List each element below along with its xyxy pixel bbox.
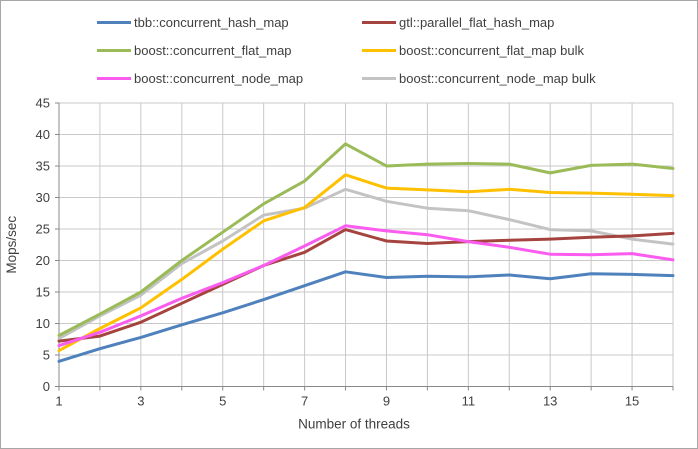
legend-item-gtl-parallel-flat-hash-map[interactable]: gtl::parallel_flat_hash_map bbox=[362, 14, 554, 30]
legend-label: boost::concurrent_node_map bbox=[134, 70, 304, 86]
svg-text:9: 9 bbox=[383, 394, 390, 409]
svg-text:30: 30 bbox=[36, 190, 50, 205]
svg-text:1: 1 bbox=[55, 394, 62, 409]
svg-text:25: 25 bbox=[36, 222, 50, 237]
legend-line-swatch bbox=[97, 48, 131, 52]
svg-text:3: 3 bbox=[137, 394, 144, 409]
svg-text:15: 15 bbox=[625, 394, 639, 409]
legend-item-boost-concurrent-flat-map[interactable]: boost::concurrent_flat_map bbox=[97, 42, 292, 58]
legend-line-swatch bbox=[97, 20, 131, 24]
legend-item-boost-concurrent-node-map[interactable]: boost::concurrent_node_map bbox=[97, 70, 303, 86]
svg-text:Mops/sec: Mops/sec bbox=[4, 216, 19, 274]
legend-item-boost-concurrent-flat-map-bulk[interactable]: boost::concurrent_flat_map bulk bbox=[362, 42, 584, 58]
svg-text:10: 10 bbox=[36, 316, 50, 331]
legend-item-boost-concurrent-node-map-bulk[interactable]: boost::concurrent_node_map bulk bbox=[362, 70, 596, 86]
svg-text:13: 13 bbox=[543, 394, 557, 409]
svg-text:5: 5 bbox=[219, 394, 226, 409]
svg-text:15: 15 bbox=[36, 285, 50, 300]
svg-text:0: 0 bbox=[43, 379, 50, 394]
legend-line-swatch bbox=[362, 20, 396, 24]
svg-text:20: 20 bbox=[36, 253, 50, 268]
svg-text:7: 7 bbox=[301, 394, 308, 409]
svg-text:Number of threads: Number of threads bbox=[298, 417, 410, 432]
legend-item-tbb-concurrent-hash-map[interactable]: tbb::concurrent_hash_map bbox=[97, 14, 289, 30]
legend-line-swatch bbox=[97, 76, 131, 80]
legend-label: boost::concurrent_flat_map bulk bbox=[399, 42, 584, 58]
legend-line-swatch bbox=[362, 48, 396, 52]
svg-text:45: 45 bbox=[36, 96, 50, 111]
legend-line-swatch bbox=[362, 76, 396, 80]
svg-text:11: 11 bbox=[462, 394, 476, 409]
legend-label: boost::concurrent_node_map bulk bbox=[399, 70, 596, 86]
svg-text:5: 5 bbox=[43, 348, 50, 363]
svg-text:35: 35 bbox=[36, 159, 50, 174]
legend-label: tbb::concurrent_hash_map bbox=[134, 14, 289, 30]
legend-label: boost::concurrent_flat_map bbox=[134, 42, 292, 58]
legend-label: gtl::parallel_flat_hash_map bbox=[399, 14, 555, 30]
svg-text:40: 40 bbox=[36, 127, 50, 142]
